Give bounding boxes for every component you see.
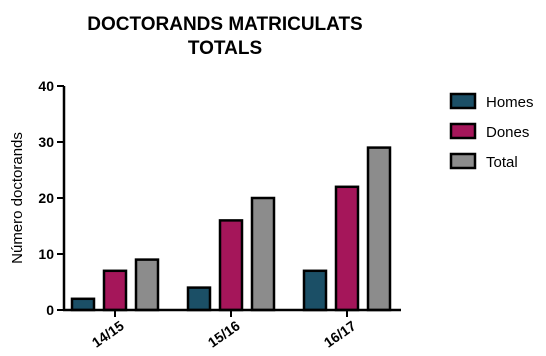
y-tick-label: 0	[46, 302, 54, 318]
legend-swatch-total	[449, 152, 477, 170]
legend-label-total: Total	[486, 154, 518, 171]
x-tick-label: 15/16	[205, 317, 243, 350]
x-tick-label: 16/17	[321, 317, 359, 350]
bar-homes-3	[302, 269, 328, 312]
bar-total-2	[250, 196, 276, 312]
legend-label-homes: Homes	[486, 94, 534, 111]
bar-homes-2	[186, 286, 212, 312]
bar-total-3	[366, 146, 392, 312]
bar-total-1	[134, 258, 160, 312]
bar-homes-1	[70, 297, 96, 312]
bar-dones-1	[102, 269, 128, 312]
y-axis-ticks: 0 10 20 30 40	[38, 78, 64, 318]
legend: Homes Dones Total	[449, 92, 534, 171]
bars-group	[70, 146, 392, 312]
legend-swatch-homes	[449, 92, 477, 110]
bar-dones-2	[218, 219, 244, 312]
legend-label-dones: Dones	[486, 124, 529, 141]
y-tick-label: 40	[38, 78, 54, 94]
x-tick-label: 14/15	[89, 317, 127, 350]
y-axis-label: Número doctorands	[9, 132, 26, 264]
x-axis-ticks: 14/15 15/16 16/17	[89, 310, 359, 351]
bar-dones-3	[334, 185, 360, 312]
legend-swatch-dones	[449, 122, 477, 140]
y-tick-label: 30	[38, 134, 54, 150]
chart-title-line-2: TOTALS	[188, 38, 262, 59]
y-tick-label: 10	[38, 246, 54, 262]
y-tick-label: 20	[38, 190, 54, 206]
chart-title-line-1: DOCTORANDS MATRICULATS	[87, 14, 362, 35]
